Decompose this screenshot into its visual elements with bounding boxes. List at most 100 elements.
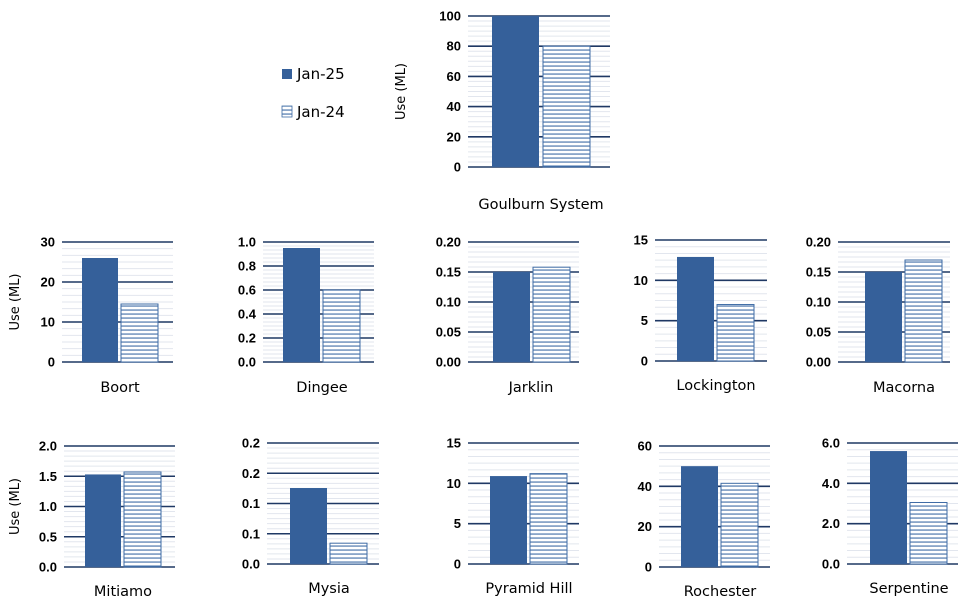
y-tick-label: 40 xyxy=(638,479,652,494)
y-tick-label: 0.05 xyxy=(806,325,831,340)
bar-jan-25 xyxy=(677,256,714,361)
x-axis-label: Dingee xyxy=(296,380,348,396)
y-tick-label: 5 xyxy=(454,516,461,531)
chart-serpentine: 0.0 2.0 4.0 6.0 Serpentine xyxy=(822,436,958,597)
y-tick-label: 10 xyxy=(634,273,648,288)
y-tick-label: 0.20 xyxy=(806,235,831,250)
y-tick-label: 6.0 xyxy=(822,436,840,451)
chart-lockington: 0 5 10 15 Lockington xyxy=(634,233,767,394)
chart-dingee: 0.0 0.2 0.4 0.6 0.8 1.0 Dingee xyxy=(238,235,374,396)
y-tick-label: 0.05 xyxy=(436,325,461,340)
bar-jan-24 xyxy=(529,473,568,565)
bar-jan-25 xyxy=(492,16,539,167)
y-tick-label: 0.0 xyxy=(39,560,57,575)
y-tick-label: 0.15 xyxy=(806,265,831,280)
y-tick-label: 0.4 xyxy=(238,307,257,322)
x-axis-label: Goulburn System xyxy=(478,197,603,213)
y-tick-label: 40 xyxy=(447,99,461,114)
y-tick-label: 2.0 xyxy=(39,439,57,454)
y-tick-label: 20 xyxy=(638,519,652,534)
y-tick-label: 60 xyxy=(447,69,461,84)
y-tick-label: 0.8 xyxy=(238,259,256,274)
x-axis-label: Rochester xyxy=(684,584,757,600)
y-tick-label: 1.0 xyxy=(39,499,57,514)
chart-jarklin: 0.00 0.05 0.10 0.15 0.20 Jarklin xyxy=(436,235,579,396)
y-tick-label: 4.0 xyxy=(822,476,840,491)
x-axis-label: Macorna xyxy=(873,380,935,396)
bar-jan-24 xyxy=(716,304,755,362)
y-tick-label: 20 xyxy=(447,129,461,144)
bar-jan-25 xyxy=(865,272,902,362)
y-axis-label: Use (ML) xyxy=(8,273,23,330)
y-tick-label: 0.0 xyxy=(242,557,260,572)
x-axis-label: Mysia xyxy=(308,581,350,597)
y-tick-label: 80 xyxy=(447,39,461,54)
bar-jan-24 xyxy=(123,471,162,568)
y-tick-label: 0.20 xyxy=(436,235,461,250)
y-tick-label: 0.10 xyxy=(806,295,831,310)
y-tick-label: 10 xyxy=(447,476,461,491)
bar-jan-25 xyxy=(490,476,527,564)
y-tick-label: 0.6 xyxy=(238,283,256,298)
chart-macorna: 0.00 0.05 0.10 0.15 0.20 Macorna xyxy=(806,235,950,396)
chart-boort: 0 10 20 30 Boort Use (ML) xyxy=(8,235,173,396)
y-tick-label: 15 xyxy=(634,233,648,248)
legend-label-jan-24: Jan-24 xyxy=(296,103,345,121)
bar-jan-24 xyxy=(532,266,571,363)
legend-swatch-jan-24 xyxy=(281,105,293,118)
y-tick-label: 0.5 xyxy=(39,529,57,544)
y-tick-label: 1.5 xyxy=(39,469,57,484)
x-axis-label: Mitiamo xyxy=(94,584,152,600)
y-tick-label: 0.2 xyxy=(242,436,260,451)
chart-goulburn-system: 0 20 40 60 80 100 Goulburn System Use (ML) xyxy=(394,9,610,213)
y-tick-label: 0.1 xyxy=(242,496,260,511)
y-tick-label: 0 xyxy=(641,354,648,369)
y-tick-label: 0.00 xyxy=(436,355,461,370)
y-tick-label: 20 xyxy=(41,275,55,290)
x-axis-label: Lockington xyxy=(676,378,755,394)
y-tick-label: 0.2 xyxy=(238,331,256,346)
y-tick-label: 0.0 xyxy=(238,355,256,370)
chart-mysia: 0.0 0.1 0.1 0.2 0.2 Mysia xyxy=(242,436,379,597)
bar-jan-25 xyxy=(85,474,121,567)
bar-jan-25 xyxy=(283,248,320,362)
y-tick-label: 10 xyxy=(41,315,55,330)
y-tick-label: 0.10 xyxy=(436,295,461,310)
bar-jan-25 xyxy=(290,488,327,564)
chart-pyramid-hill: 0 5 10 15 Pyramid Hill xyxy=(447,436,579,597)
x-axis-label: Serpentine xyxy=(869,581,948,597)
y-axis-label: Use (ML) xyxy=(394,63,409,120)
bar-jan-24 xyxy=(720,482,759,568)
legend-swatch-jan-25 xyxy=(282,69,292,79)
bar-jan-25 xyxy=(493,272,530,362)
y-tick-label: 30 xyxy=(41,235,55,250)
bar-jan-25 xyxy=(681,466,718,567)
chart-rochester: 0 20 40 60 Rochester xyxy=(638,439,770,600)
y-tick-label: 0 xyxy=(454,160,461,175)
y-tick-label: 0.0 xyxy=(822,557,840,572)
y-tick-label: 0.00 xyxy=(806,355,831,370)
y-tick-label: 1.0 xyxy=(238,235,256,250)
y-tick-label: 0 xyxy=(645,560,652,575)
x-axis-label: Boort xyxy=(100,380,140,396)
bar-jan-24 xyxy=(904,259,943,363)
bar-jan-24 xyxy=(322,289,361,363)
y-tick-label: 60 xyxy=(638,439,652,454)
y-tick-label: 2.0 xyxy=(822,516,840,531)
y-tick-label: 15 xyxy=(447,436,461,451)
y-tick-label: 0.1 xyxy=(242,526,260,541)
bar-jan-25 xyxy=(82,258,118,362)
legend: Jan-25 Jan-24 xyxy=(281,65,345,121)
x-axis-label: Pyramid Hill xyxy=(485,581,572,597)
legend-label-jan-25: Jan-25 xyxy=(296,65,345,83)
y-tick-label: 0.15 xyxy=(436,265,461,280)
y-tick-label: 0.2 xyxy=(242,466,260,481)
x-axis-label: Jarklin xyxy=(508,380,554,396)
y-tick-label: 0 xyxy=(454,557,461,572)
bar-jan-25 xyxy=(870,451,907,564)
bar-jan-24 xyxy=(909,501,948,565)
y-tick-label: 0 xyxy=(48,355,55,370)
bar-jan-24 xyxy=(542,45,591,168)
y-tick-label: 100 xyxy=(439,9,461,24)
